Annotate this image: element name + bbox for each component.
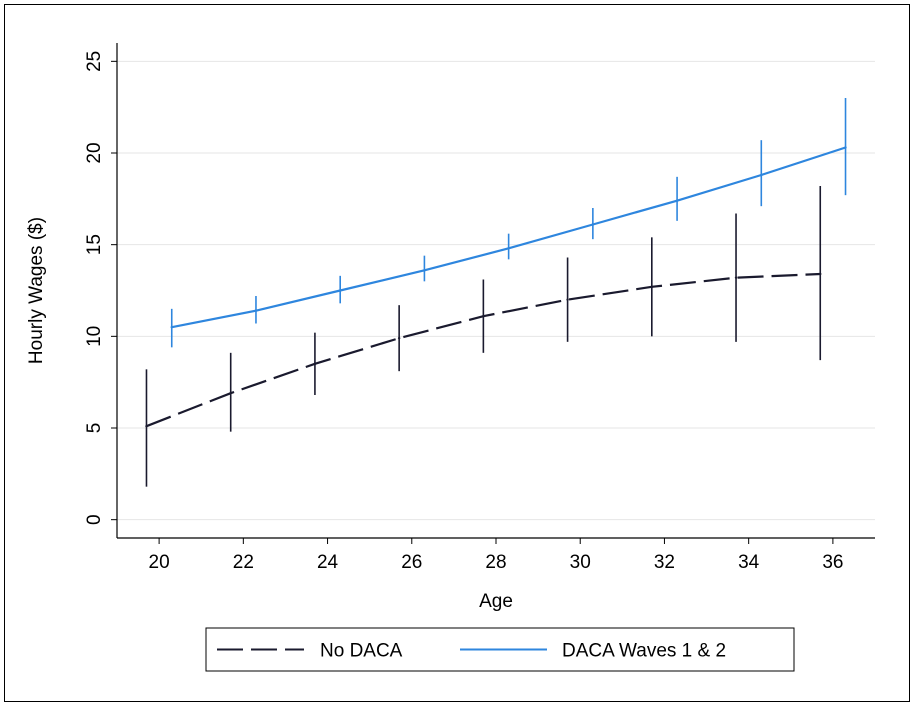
data-point <box>423 269 426 272</box>
data-point <box>734 276 738 279</box>
gridlines <box>117 60 875 521</box>
data-point <box>338 289 342 292</box>
data-point <box>170 325 173 329</box>
x-tick-label: 20 <box>149 552 170 573</box>
x-tick-label: 34 <box>738 552 760 573</box>
legend-label-daca-waves: DACA Waves 1 & 2 <box>562 641 726 662</box>
x-axis-title: Age <box>479 591 513 612</box>
data-point <box>760 173 763 177</box>
x-tick-label: 30 <box>570 552 591 573</box>
series-0 <box>145 186 822 487</box>
data-point <box>650 285 654 289</box>
axes <box>116 43 875 539</box>
data-point <box>591 223 595 226</box>
x-tick-label: 26 <box>401 552 422 573</box>
y-tick-label: 5 <box>84 423 105 434</box>
data-point <box>566 298 569 301</box>
y-tick-label: 0 <box>84 514 105 525</box>
y-tick-label: 25 <box>84 51 105 72</box>
y-tick-label: 20 <box>84 142 105 163</box>
data-point <box>313 362 317 366</box>
legend-label-no-daca: No DACA <box>320 641 403 662</box>
x-tick-label: 36 <box>822 552 843 573</box>
series <box>145 98 847 487</box>
y-axis-title: Hourly Wages ($) <box>26 217 47 364</box>
data-point <box>675 199 679 202</box>
y-tick-label: 10 <box>84 326 105 347</box>
x-tick-label: 28 <box>485 552 506 573</box>
y-tick-label: 15 <box>84 234 105 255</box>
x-tick-label: 32 <box>654 552 675 573</box>
data-point <box>819 272 822 276</box>
legend: No DACA DACA Waves 1 & 2 <box>205 627 795 672</box>
data-point <box>254 309 258 312</box>
x-tick-label: 24 <box>317 552 339 573</box>
chart-frame <box>4 4 910 702</box>
data-point <box>145 424 148 428</box>
series-1 <box>170 98 847 348</box>
x-tick-label: 22 <box>233 552 254 573</box>
data-point <box>844 146 847 149</box>
ticks: 0 5 10 15 20 25 20 22 24 26 28 30 32 34 36 <box>84 51 843 573</box>
data-point <box>482 314 485 318</box>
data-point <box>507 247 510 250</box>
data-point <box>229 391 232 395</box>
data-point <box>397 336 401 340</box>
